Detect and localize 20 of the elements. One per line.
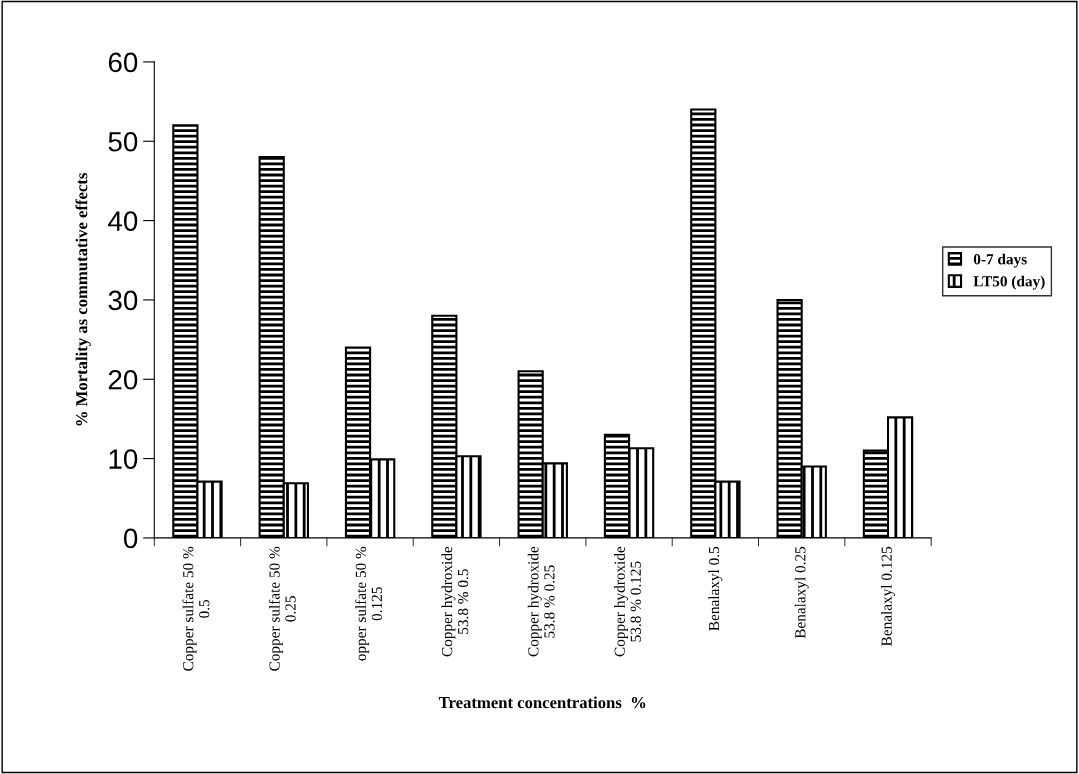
x-tick-label: Copper hydroxide 53.8 % 0.5 bbox=[441, 546, 469, 657]
x-tick-label: Copper hydroxide 53.8 % 0.125 bbox=[614, 546, 641, 657]
y-tick-label: 60 bbox=[108, 52, 138, 73]
x-tick-label: Copper sulfate 50 % 0.25 bbox=[268, 546, 296, 671]
y-tick-label: 0 bbox=[123, 528, 138, 549]
y-tick-label: 40 bbox=[108, 211, 138, 231]
x-axis-title: Treatment concentrations % bbox=[438, 696, 646, 709]
y-tick-label: 30 bbox=[108, 290, 138, 311]
y-tick-label: 10 bbox=[109, 449, 138, 469]
x-tick-label: Copper hydroxide 53.8 % 0.25 bbox=[527, 546, 555, 657]
legend-label: 0-7 days bbox=[973, 253, 1027, 268]
x-tick-label: Copper sulfate 50 % 0.5 bbox=[182, 546, 210, 671]
y-tick-label: 20 bbox=[108, 369, 138, 390]
x-tick-label: Benalaxyl 0.25 bbox=[794, 546, 809, 639]
x-tick-label: Benalaxyl 0.5 bbox=[708, 546, 723, 631]
y-axis-title: % Mortality as commutative effects bbox=[75, 173, 91, 426]
y-tick-label: 50 bbox=[108, 131, 138, 152]
x-tick-label: Benalaxyl 0.125 bbox=[881, 546, 895, 646]
legend-label: LT50 (day) bbox=[973, 275, 1045, 290]
x-tick-label: opper sulfate 50 % 0.125 bbox=[355, 546, 383, 661]
